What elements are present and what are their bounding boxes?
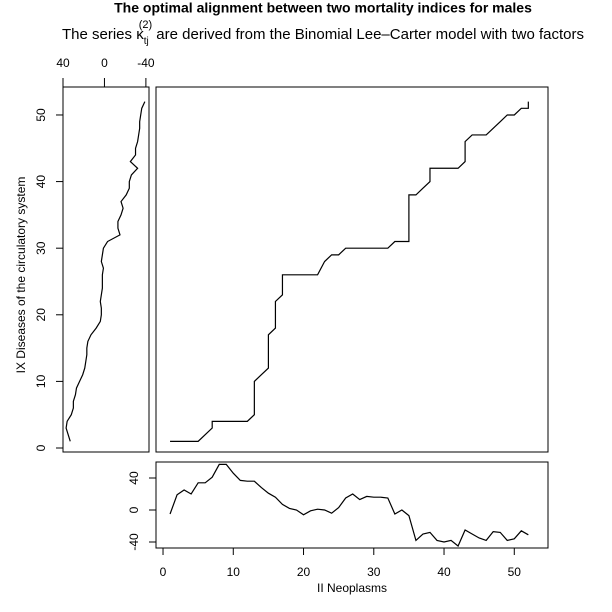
left-panel bbox=[62, 86, 150, 453]
y-tick-label: 20 bbox=[34, 308, 48, 322]
subtitle-text: The series bbox=[62, 26, 136, 43]
y-tick-label: 40 bbox=[127, 471, 141, 485]
x-tick-label: 20 bbox=[297, 565, 311, 579]
series-line bbox=[169, 463, 529, 547]
chart-subtitle: The series κtj (2) are derived from the B… bbox=[62, 19, 584, 47]
x-tick-label: 40 bbox=[437, 565, 451, 579]
subtitle-symbol: κ bbox=[136, 26, 144, 43]
y-tick-label: 40 bbox=[34, 175, 48, 189]
x-tick-label: 30 bbox=[367, 565, 381, 579]
bottom-panel bbox=[155, 461, 549, 549]
subtitle-subscript: tj bbox=[144, 36, 149, 47]
series-line bbox=[170, 101, 529, 442]
x-tick-label: 50 bbox=[508, 565, 522, 579]
x-axis-label: II Neoplasms bbox=[317, 581, 387, 595]
y-tick-label: 10 bbox=[34, 374, 48, 388]
main-panel bbox=[155, 86, 549, 453]
series-line bbox=[65, 101, 146, 442]
y-axis-label: IX Diseases of the circulatory system bbox=[14, 177, 28, 374]
subtitle-superscript: (2) bbox=[139, 19, 152, 31]
y-tick-label: 0 bbox=[34, 444, 48, 451]
x-tick-label: 0 bbox=[101, 56, 108, 70]
y-tick-label: 30 bbox=[34, 241, 48, 255]
y-tick-label: -40 bbox=[127, 533, 141, 551]
x-tick-label: -40 bbox=[137, 56, 155, 70]
chart-title: The optimal alignment between two mortal… bbox=[114, 0, 532, 16]
x-tick-label: 40 bbox=[56, 56, 70, 70]
y-tick-label: 50 bbox=[34, 108, 48, 122]
x-tick-label: 10 bbox=[227, 565, 241, 579]
subtitle-text: are derived from the Binomial Lee–Carter… bbox=[152, 26, 584, 43]
y-tick-label: 0 bbox=[127, 506, 141, 513]
x-tick-label: 0 bbox=[160, 565, 167, 579]
